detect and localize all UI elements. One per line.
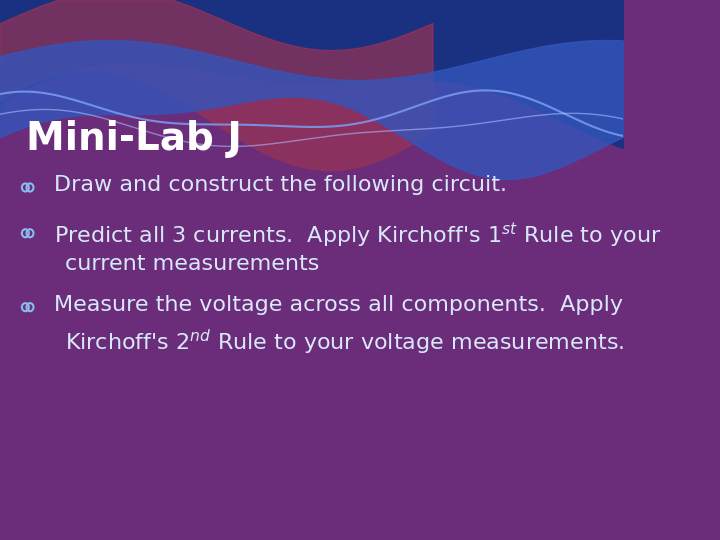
Text: Measure the voltage across all components.  Apply: Measure the voltage across all component…	[53, 295, 623, 315]
Text: Kirchoff's 2$^{nd}$ Rule to your voltage measurements.: Kirchoff's 2$^{nd}$ Rule to your voltage…	[65, 328, 624, 357]
Text: Draw and construct the following circuit.: Draw and construct the following circuit…	[53, 175, 507, 195]
Text: Predict all 3 currents.  Apply Kirchoff's 1$^{st}$ Rule to your: Predict all 3 currents. Apply Kirchoff's…	[53, 221, 661, 249]
Text: Mini-Lab J: Mini-Lab J	[26, 120, 242, 158]
Text: current measurements: current measurements	[65, 254, 319, 274]
